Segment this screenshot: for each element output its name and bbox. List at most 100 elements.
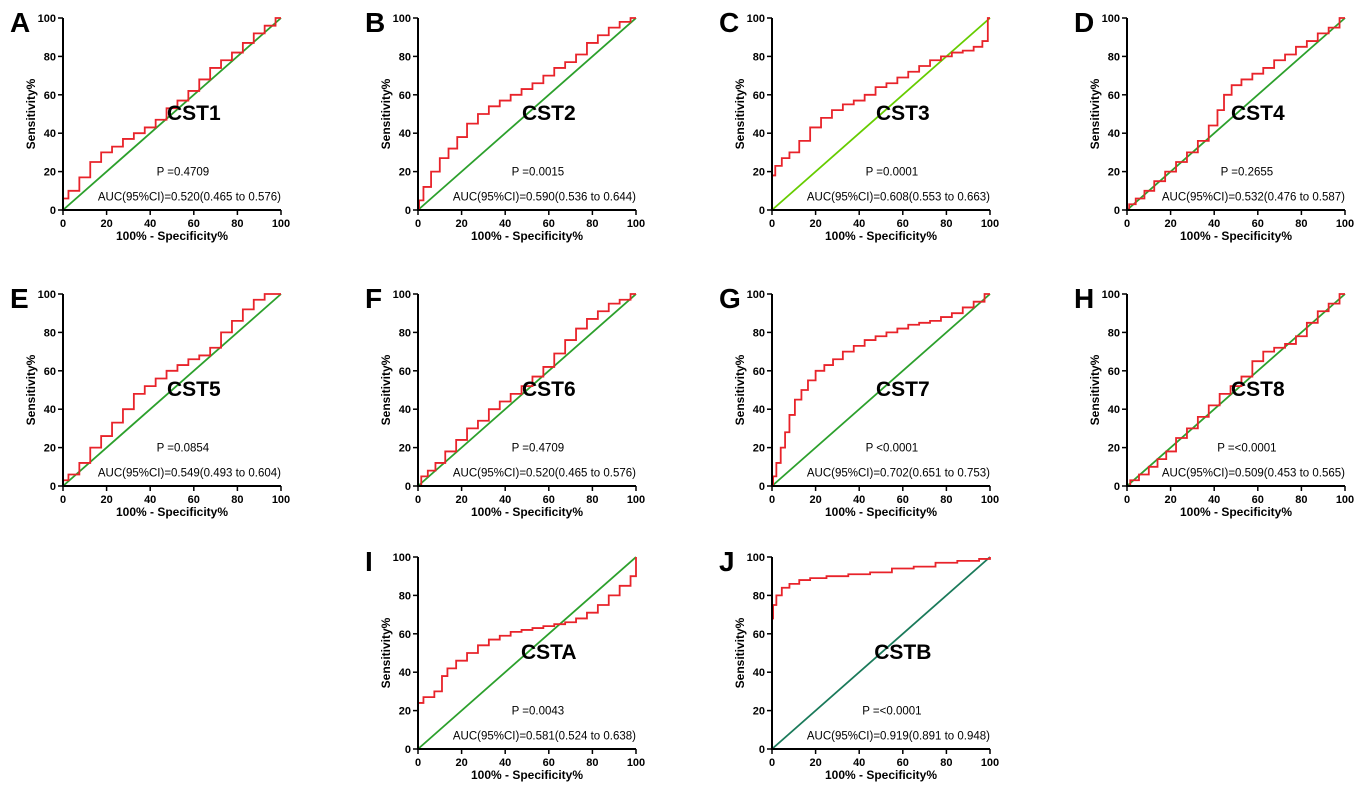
x-axis-title: 100% - Specificity% (825, 229, 937, 243)
roc-chart-svg: D 0 20 40 60 80 100 0 20 40 60 80 100 100% - Specific… (1074, 7, 1354, 243)
y-axis-title: Sensitivity% (379, 354, 393, 425)
x-tick-label: 80 (1295, 218, 1307, 230)
x-tick-label: 40 (499, 757, 511, 769)
x-tick-label: 40 (853, 757, 865, 769)
x-tick-label: 100 (1336, 218, 1354, 230)
x-tick-label: 0 (60, 218, 66, 230)
roc-chart-svg: C 0 20 40 60 80 100 0 20 40 60 80 100 100% - Specific… (719, 7, 999, 243)
x-tick-label: 40 (1208, 218, 1220, 230)
x-tick-label: 40 (1208, 494, 1220, 506)
x-tick-label: 40 (853, 494, 865, 506)
panel-letter: E (10, 283, 29, 314)
roc-chart-svg: J 0 20 40 60 80 100 0 20 40 60 80 100 100% - Specific… (719, 546, 999, 782)
x-tick-label: 80 (940, 218, 952, 230)
x-tick-label: 20 (809, 494, 821, 506)
x-tick-label: 80 (1295, 494, 1307, 506)
y-tick-label: 20 (753, 443, 765, 455)
y-tick-label: 100 (1102, 289, 1120, 301)
y-axis-title: Sensitivity% (24, 78, 38, 149)
roc-chart-svg: A 0 20 40 60 80 100 0 20 40 60 80 100 100% - Specific… (10, 7, 290, 243)
x-tick-label: 40 (499, 494, 511, 506)
p-value-label: P =0.4709 (157, 166, 210, 178)
y-tick-label: 80 (399, 590, 411, 602)
reference-line (417, 293, 637, 487)
y-axis-title: Sensitivity% (379, 78, 393, 149)
y-tick-label: 60 (1108, 366, 1120, 378)
y-tick-label: 60 (399, 90, 411, 102)
y-tick-label: 20 (1108, 443, 1120, 455)
y-tick-label: 20 (399, 443, 411, 455)
y-axis-title: Sensitivity% (733, 617, 747, 688)
x-tick-label: 100 (272, 218, 290, 230)
y-tick-label: 40 (44, 404, 56, 416)
roc-panel-a: A 0 20 40 60 80 100 0 20 40 60 80 100 100% - Specific… (8, 6, 328, 266)
p-value-label: P =0.0043 (512, 705, 565, 717)
roc-panel-g: G 0 20 40 60 80 100 0 20 40 60 80 100 100% - Specific… (717, 282, 1037, 542)
reference-line (1126, 17, 1346, 211)
y-tick-label: 40 (399, 404, 411, 416)
auc-label: AUC(95%CI)=0.590(0.536 to 0.644) (453, 191, 636, 203)
y-axis-title: Sensitivity% (1088, 354, 1102, 425)
gene-label: CSTB (874, 641, 931, 664)
p-value-label: P =0.4709 (512, 442, 565, 454)
panel-letter: F (365, 283, 382, 314)
y-tick-label: 0 (405, 481, 411, 493)
x-tick-label: 60 (543, 757, 555, 769)
roc-panel-b: B 0 20 40 60 80 100 0 20 40 60 80 100 100% - Specific… (363, 6, 683, 266)
y-tick-label: 0 (50, 481, 56, 493)
y-tick-label: 60 (753, 366, 765, 378)
roc-curve (1127, 293, 1345, 487)
x-tick-label: 40 (144, 218, 156, 230)
roc-panel-h: H 0 20 40 60 80 100 0 20 40 60 80 100 100% - Specific… (1072, 282, 1365, 542)
x-tick-label: 100 (981, 494, 999, 506)
y-tick-label: 20 (1108, 167, 1120, 179)
y-tick-label: 20 (399, 706, 411, 718)
x-tick-label: 20 (100, 218, 112, 230)
y-tick-label: 100 (393, 552, 411, 564)
x-tick-label: 80 (231, 494, 243, 506)
gene-label: CST3 (876, 102, 930, 125)
auc-label: AUC(95%CI)=0.702(0.651 to 0.753) (807, 467, 990, 479)
y-tick-label: 80 (44, 51, 56, 63)
panel-letter: J (719, 546, 735, 577)
roc-panel-i: I 0 20 40 60 80 100 0 20 40 60 80 100 100% - Specific… (363, 545, 683, 805)
roc-curve (418, 17, 636, 211)
x-tick-label: 100 (1336, 494, 1354, 506)
x-axis-title: 100% - Specificity% (116, 229, 228, 243)
roc-chart-svg: E 0 20 40 60 80 100 0 20 40 60 80 100 100% - Specific… (10, 283, 290, 519)
x-tick-label: 80 (940, 757, 952, 769)
gene-label: CST4 (1231, 102, 1285, 125)
panel-letter: D (1074, 7, 1094, 38)
y-tick-label: 100 (747, 13, 765, 25)
gene-label: CST6 (522, 378, 576, 401)
roc-panel-c: C 0 20 40 60 80 100 0 20 40 60 80 100 100% - Specific… (717, 6, 1037, 266)
y-tick-label: 40 (753, 404, 765, 416)
y-tick-label: 40 (399, 667, 411, 679)
y-tick-label: 0 (50, 205, 56, 217)
y-tick-label: 80 (399, 51, 411, 63)
p-value-label: P =0.2655 (1221, 166, 1274, 178)
x-axis-title: 100% - Specificity% (471, 229, 583, 243)
p-value-label: P <0.0001 (866, 442, 919, 454)
reference-line (771, 556, 991, 750)
roc-curve (771, 557, 991, 749)
roc-curve (417, 557, 637, 749)
y-tick-label: 20 (44, 167, 56, 179)
roc-chart-svg: G 0 20 40 60 80 100 0 20 40 60 80 100 100% - Specific… (719, 283, 999, 519)
y-tick-label: 0 (405, 205, 411, 217)
x-tick-label: 80 (586, 218, 598, 230)
y-tick-label: 80 (44, 327, 56, 339)
reference-line (771, 293, 991, 487)
x-tick-label: 0 (415, 218, 421, 230)
reference-line (62, 293, 282, 487)
panel-letter: B (365, 7, 385, 38)
gene-label: CST7 (876, 378, 930, 401)
x-tick-label: 60 (1252, 494, 1264, 506)
y-tick-label: 60 (753, 629, 765, 641)
x-tick-label: 60 (543, 218, 555, 230)
roc-panel-f: F 0 20 40 60 80 100 0 20 40 60 80 100 100% - Specific… (363, 282, 683, 542)
x-tick-label: 20 (455, 757, 467, 769)
roc-chart-svg: H 0 20 40 60 80 100 0 20 40 60 80 100 100% - Specific… (1074, 283, 1354, 519)
x-tick-label: 0 (415, 757, 421, 769)
y-tick-label: 60 (44, 366, 56, 378)
